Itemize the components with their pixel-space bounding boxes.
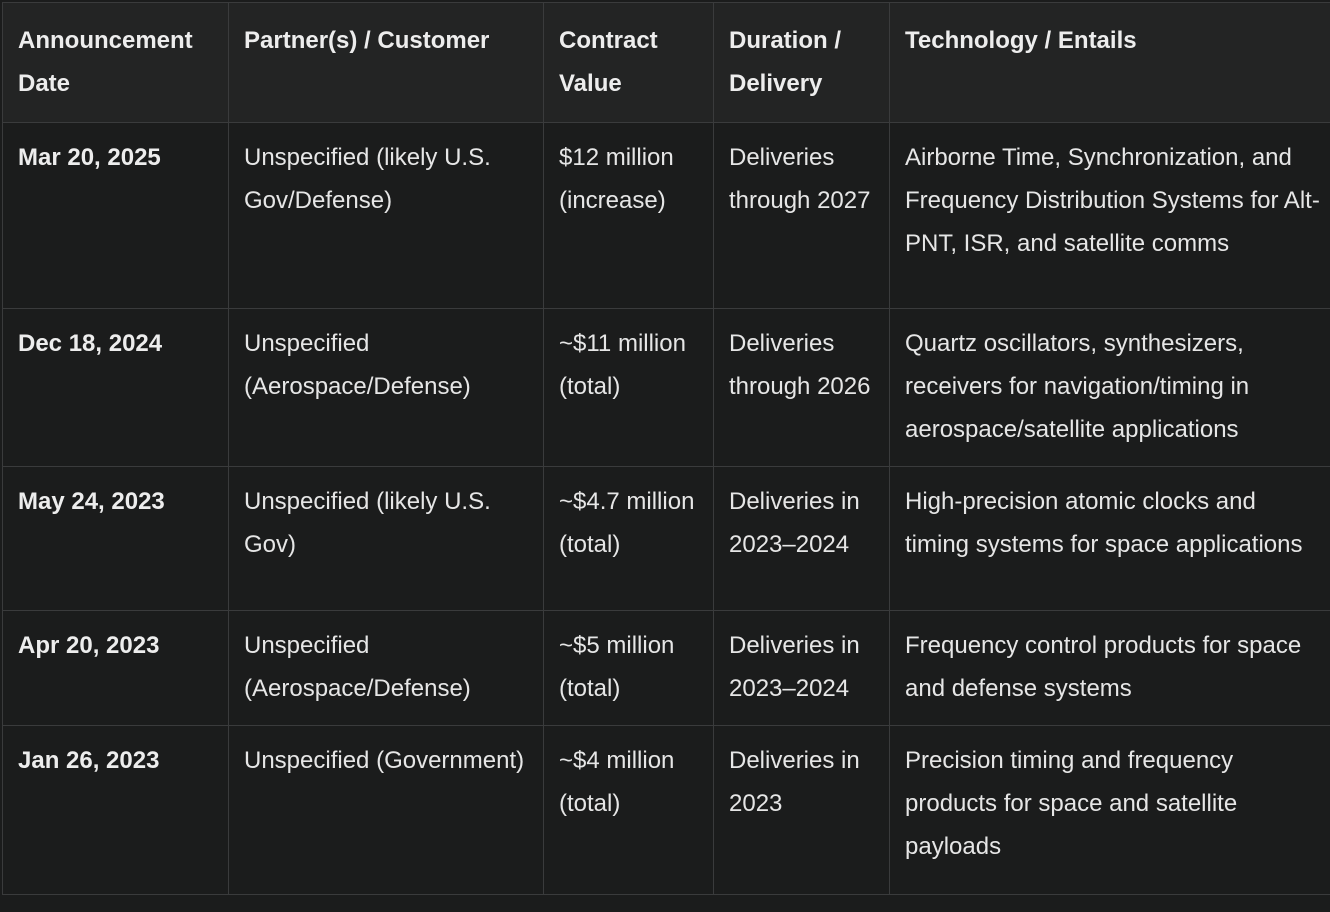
contracts-table: Announcement Date Partner(s) / Customer … bbox=[2, 2, 1330, 895]
cell-duration: Deliveries in 2023–2024 bbox=[713, 610, 890, 726]
cell-technology: High-precision atomic clocks and timing … bbox=[889, 466, 1330, 611]
cell-duration: Deliveries through 2026 bbox=[713, 308, 890, 467]
table-row: Apr 20, 2023 Unspecified (Aerospace/Defe… bbox=[2, 610, 1330, 726]
cell-value: ~$4.7 million (total) bbox=[543, 466, 714, 611]
cell-value: ~$5 million (total) bbox=[543, 610, 714, 726]
cell-technology: Precision timing and frequency products … bbox=[889, 725, 1330, 895]
cell-partner: Unspecified (Aerospace/Defense) bbox=[228, 308, 544, 467]
cell-partner: Unspecified (likely U.S. Gov/Defense) bbox=[228, 122, 544, 309]
header-partner-customer: Partner(s) / Customer bbox=[228, 2, 544, 123]
cell-technology: Airborne Time, Synchronization, and Freq… bbox=[889, 122, 1330, 309]
table-row: Jan 26, 2023 Unspecified (Government) ~$… bbox=[2, 725, 1330, 895]
table-header-row: Announcement Date Partner(s) / Customer … bbox=[2, 2, 1330, 123]
cell-date: Apr 20, 2023 bbox=[2, 610, 229, 726]
cell-technology: Frequency control products for space and… bbox=[889, 610, 1330, 726]
cell-date: May 24, 2023 bbox=[2, 466, 229, 611]
cell-value: $12 million (increase) bbox=[543, 122, 714, 309]
header-duration-delivery: Duration / Delivery bbox=[713, 2, 890, 123]
table-row: May 24, 2023 Unspecified (likely U.S. Go… bbox=[2, 466, 1330, 611]
table-row: Dec 18, 2024 Unspecified (Aerospace/Defe… bbox=[2, 308, 1330, 467]
cell-duration: Deliveries in 2023–2024 bbox=[713, 466, 890, 611]
table-row: Mar 20, 2025 Unspecified (likely U.S. Go… bbox=[2, 122, 1330, 309]
cell-date: Dec 18, 2024 bbox=[2, 308, 229, 467]
cell-partner: Unspecified (Government) bbox=[228, 725, 544, 895]
cell-date: Jan 26, 2023 bbox=[2, 725, 229, 895]
cell-value: ~$4 million (total) bbox=[543, 725, 714, 895]
cell-technology: Quartz oscillators, synthesizers, receiv… bbox=[889, 308, 1330, 467]
cell-partner: Unspecified (likely U.S. Gov) bbox=[228, 466, 544, 611]
cell-date: Mar 20, 2025 bbox=[2, 122, 229, 309]
header-contract-value: Contract Value bbox=[543, 2, 714, 123]
header-announcement-date: Announcement Date bbox=[2, 2, 229, 123]
cell-value: ~$11 million (total) bbox=[543, 308, 714, 467]
cell-duration: Deliveries through 2027 bbox=[713, 122, 890, 309]
cell-partner: Unspecified (Aerospace/Defense) bbox=[228, 610, 544, 726]
cell-duration: Deliveries in 2023 bbox=[713, 725, 890, 895]
header-technology-entails: Technology / Entails bbox=[889, 2, 1330, 123]
